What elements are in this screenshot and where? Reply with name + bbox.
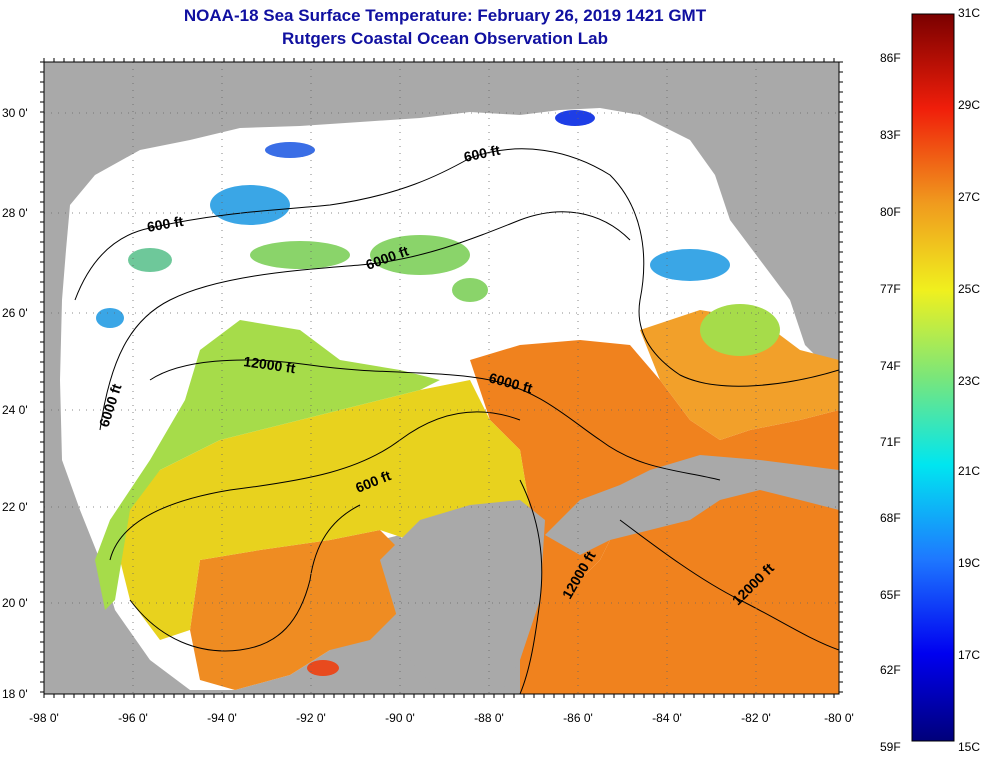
colorbar — [911, 13, 955, 742]
contour-lines — [74, 148, 839, 694]
colorbar-celsius-labels: 31C 29C 27C 25C 23C 21C 19C 17C 15C — [958, 6, 980, 754]
sst-patch — [96, 308, 124, 328]
sst-patch — [307, 660, 339, 676]
colorbar-c-label: 17C — [958, 648, 980, 662]
sst-patch — [650, 249, 730, 281]
sst-patch — [452, 278, 488, 302]
sst-patch — [128, 248, 172, 272]
colorbar-c-label: 21C — [958, 464, 980, 478]
colorbar-f-label: 83F — [880, 128, 901, 142]
longitude-label: -92 0' — [296, 711, 326, 725]
latitude-label: 24 0' — [2, 403, 28, 417]
longitude-label: -98 0' — [29, 711, 59, 725]
contour-label-12000: 12000 ft — [243, 353, 297, 376]
frame-ticks — [40, 58, 843, 698]
cuba-land — [545, 455, 839, 555]
latitude-label: 30 0' — [2, 106, 28, 120]
colorbar-c-label: 15C — [958, 740, 980, 754]
longitude-label: -80 0' — [824, 711, 854, 725]
latitude-label: 28 0' — [2, 206, 28, 220]
map-frame — [43, 61, 840, 695]
colorbar-f-label: 68F — [880, 511, 901, 525]
latitude-label: 20 0' — [2, 596, 28, 610]
colorbar-c-label: 31C — [958, 6, 980, 20]
latitude-label: 18 0' — [2, 687, 28, 701]
colorbar-f-label: 77F — [880, 282, 901, 296]
sst-patch — [700, 304, 780, 356]
colorbar-c-label: 25C — [958, 282, 980, 296]
colorbar-f-label: 71F — [880, 435, 901, 449]
longitude-label: -82 0' — [741, 711, 771, 725]
colorbar-c-label: 27C — [958, 190, 980, 204]
contour-label-600: 600 ft — [462, 142, 501, 165]
longitude-labels: -98 0' -96 0' -94 0' -92 0' -90 0' -88 0' -86 … — [29, 711, 854, 725]
longitude-label: -84 0' — [652, 711, 682, 725]
sst-warm-florida — [640, 310, 839, 440]
colorbar-c-label: 29C — [958, 98, 980, 112]
colorbar-f-label: 59F — [880, 740, 901, 754]
colorbar-c-label: 23C — [958, 374, 980, 388]
longitude-label: -94 0' — [207, 711, 237, 725]
sst-warm-southeast — [470, 340, 839, 660]
longitude-label: -86 0' — [563, 711, 593, 725]
colorbar-f-label: 74F — [880, 359, 901, 373]
sst-warm-campeche — [190, 530, 420, 690]
longitude-label: -90 0' — [385, 711, 415, 725]
colorbar-f-label: 62F — [880, 663, 901, 677]
latitude-label: 22 0' — [2, 500, 28, 514]
sst-cool — [95, 320, 440, 610]
colorbar-f-label: 65F — [880, 588, 901, 602]
caribbean-water — [520, 460, 839, 694]
graticule — [44, 62, 839, 694]
latitude-label: 26 0' — [2, 306, 28, 320]
sst-patch — [210, 185, 290, 225]
longitude-label: -96 0' — [118, 711, 148, 725]
contour-label-600: 600 ft — [146, 213, 185, 235]
colorbar-f-label: 80F — [880, 205, 901, 219]
map-subtitle: Rutgers Coastal Ocean Observation Lab — [282, 29, 608, 48]
yucatan-land — [380, 500, 545, 694]
sst-patch — [555, 110, 595, 126]
latitude-labels: 30 0' 28 0' 26 0' 24 0' 22 0' 20 0' 18 0' — [2, 106, 28, 701]
colorbar-f-label: 86F — [880, 51, 901, 65]
sst-patch — [250, 241, 350, 269]
sst-patch — [265, 142, 315, 158]
colorbar-fahrenheit-labels: 86F 83F 80F 77F 74F 71F 68F 65F 62F 59F — [880, 51, 901, 754]
longitude-label: -88 0' — [474, 711, 504, 725]
colorbar-c-label: 19C — [958, 556, 980, 570]
map-title: NOAA-18 Sea Surface Temperature: Februar… — [183, 6, 707, 25]
